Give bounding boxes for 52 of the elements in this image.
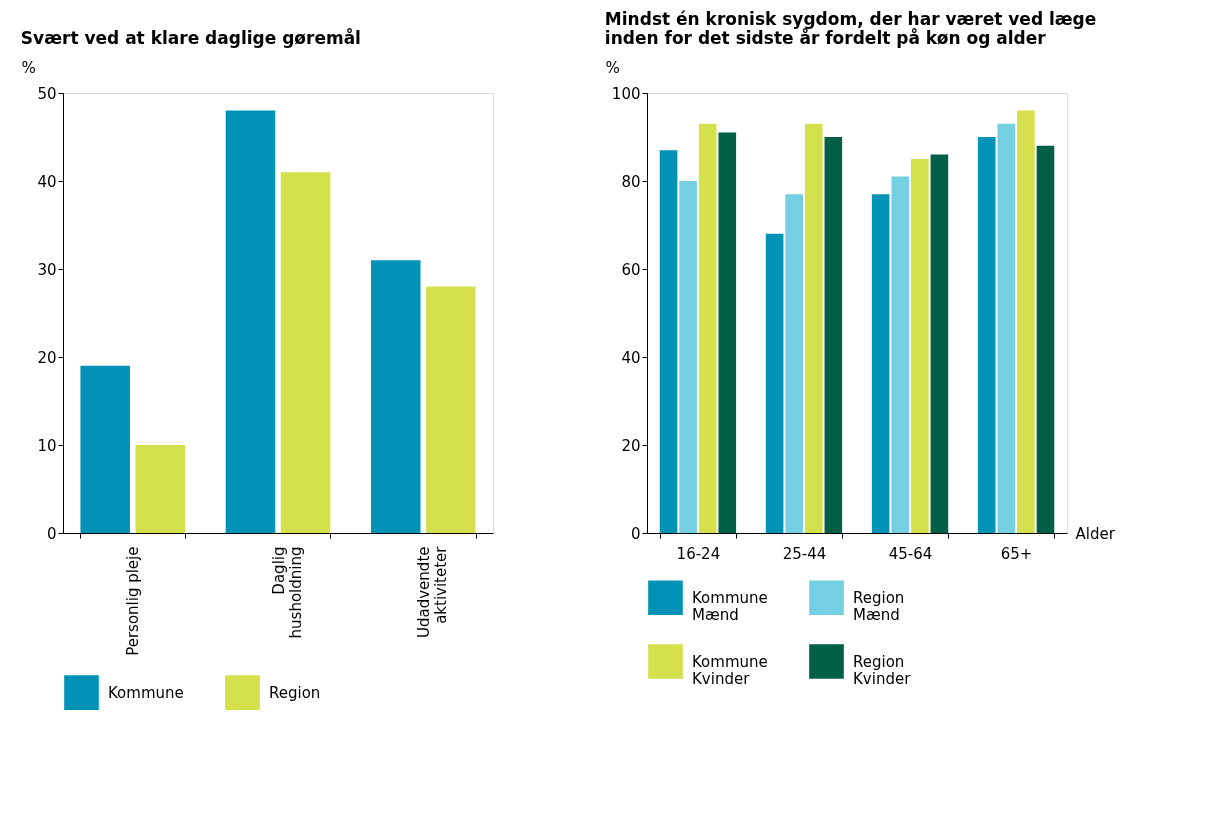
- legend-label: Kommune Kvinder: [692, 652, 768, 688]
- bar: [785, 194, 803, 533]
- legend-label: Kommune Mænd: [692, 588, 768, 624]
- bar: [911, 159, 929, 533]
- bar: [280, 172, 331, 533]
- x-tick-label: Daglig husholdning: [269, 546, 305, 639]
- y-tick-label: 20: [37, 348, 57, 367]
- legend-label: Region: [269, 683, 321, 702]
- y-tick-label: 10: [37, 436, 57, 455]
- bar: [225, 110, 276, 533]
- x-tick-label: Udadvendte aktiviteter: [414, 545, 450, 638]
- x-tick-label: 65+: [1000, 544, 1033, 563]
- y-tick-label: 0: [46, 524, 57, 543]
- bar: [1036, 145, 1055, 533]
- bar: [679, 181, 697, 533]
- bar: [718, 132, 737, 533]
- legend-label: Region Mænd: [853, 588, 905, 624]
- y-tick-label: 60: [621, 260, 641, 279]
- y-tick-label: 30: [37, 260, 57, 279]
- y-tick-label: 50: [37, 84, 57, 103]
- bar: [370, 260, 421, 533]
- bar: [804, 123, 823, 533]
- y-tick-label: 40: [37, 172, 57, 191]
- y-axis-title: %: [605, 58, 620, 77]
- bar: [977, 137, 996, 533]
- legend-label: Region Kvinder: [853, 652, 912, 688]
- x-tick-label: 25-44: [782, 544, 827, 563]
- y-tick-label: 80: [621, 172, 641, 191]
- bar: [824, 137, 843, 533]
- bar: [80, 365, 130, 533]
- y-tick-label: 0: [630, 524, 641, 543]
- chart-title: Svært ved at klare daglige gøremål: [20, 27, 361, 48]
- y-axis-title: %: [21, 58, 36, 77]
- x-tick-label: 45-64: [888, 544, 933, 563]
- bar: [698, 123, 717, 533]
- y-tick-label: 20: [621, 436, 641, 455]
- x-tick-label: Personlig pleje: [124, 546, 143, 656]
- bar: [659, 150, 678, 533]
- bar: [930, 154, 949, 533]
- bar: [871, 194, 890, 533]
- x-axis-title: Alder: [1075, 524, 1116, 543]
- x-tick-label: 16-24: [676, 544, 721, 563]
- bar: [1017, 110, 1035, 533]
- bar: [765, 233, 784, 533]
- y-tick-label: 100: [611, 84, 641, 103]
- chart-title: Mindst én kronisk sygdom, der har været ved læge inden for det sidste år fordelt på køn og alder: [604, 9, 1097, 48]
- bar: [997, 123, 1016, 533]
- bar: [135, 445, 186, 533]
- y-tick-label: 40: [621, 348, 641, 367]
- bar: [426, 286, 476, 533]
- legend-label: Kommune: [108, 683, 184, 702]
- bar: [891, 176, 910, 533]
